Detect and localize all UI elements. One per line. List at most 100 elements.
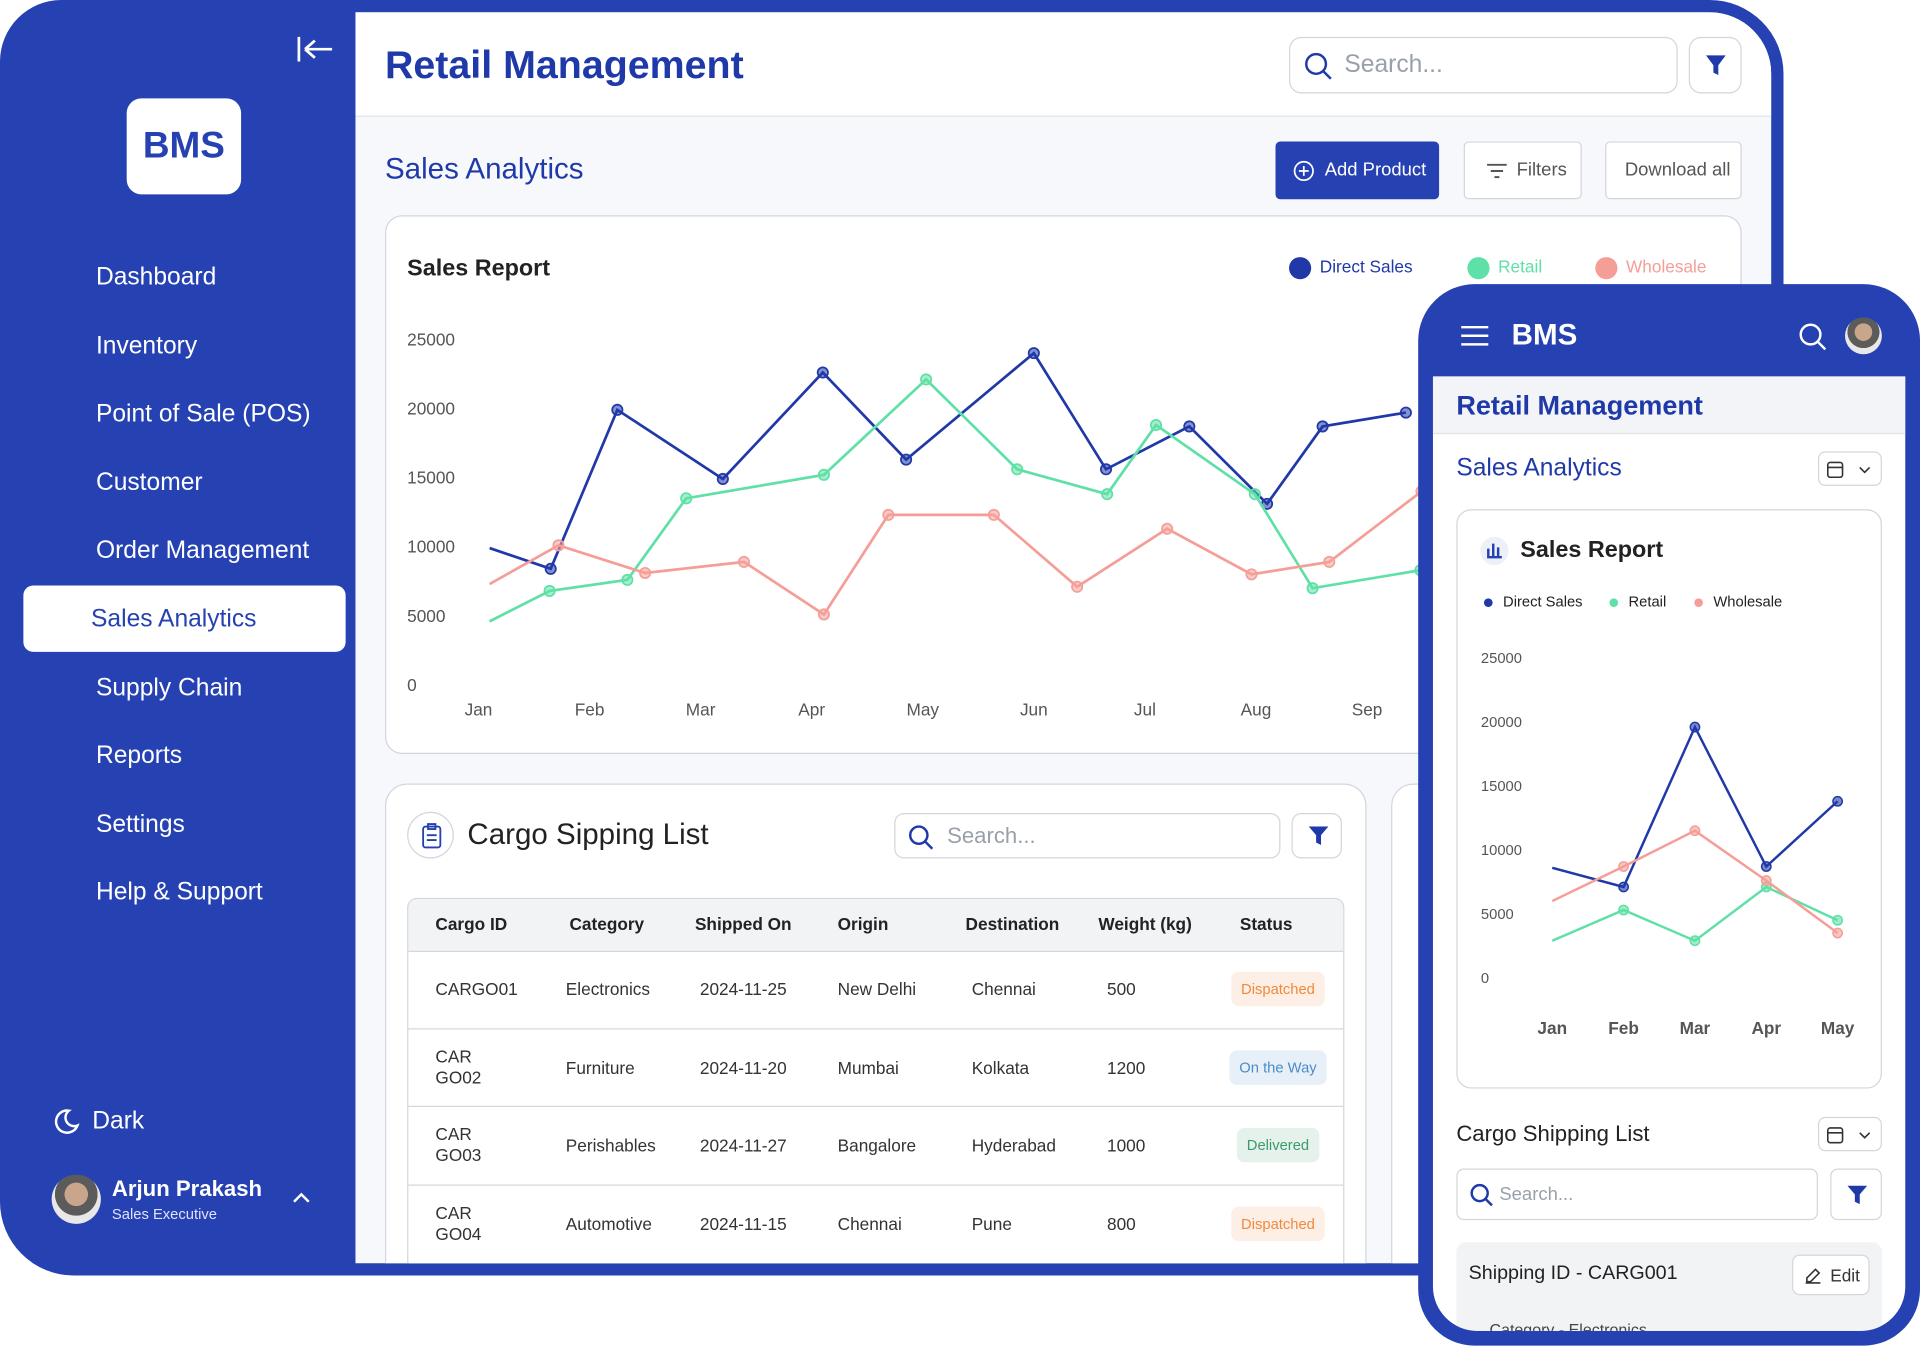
mobile-cargo-title: Cargo Shipping List	[1456, 1121, 1650, 1146]
plus-icon	[1293, 160, 1314, 182]
nav-item[interactable]: Sales Analytics	[91, 605, 257, 633]
button-label: Filters	[1516, 159, 1567, 181]
x-tick-label: Sep	[1352, 699, 1383, 719]
legend-label: Wholesale	[1713, 595, 1782, 611]
filters-button[interactable]: Filters	[1463, 141, 1582, 200]
data-point	[716, 472, 729, 485]
data-point	[1689, 721, 1701, 733]
table-cell: 1000	[1107, 1135, 1146, 1155]
cargo-filter[interactable]	[1291, 813, 1342, 859]
data-point	[1071, 580, 1084, 593]
column-header: Category	[569, 913, 645, 934]
y-tick-label: 0	[1481, 971, 1489, 987]
table-cell: Kolkata	[971, 1057, 1030, 1077]
series-line	[489, 377, 1421, 623]
phone-inner: Retail Management Sales Analytics Sales …	[1432, 376, 1906, 1331]
chart-icon	[1480, 536, 1509, 566]
date-dropdown[interactable]	[1817, 1116, 1882, 1152]
nav-item[interactable]: Reports	[95, 742, 183, 770]
nav-item[interactable]: Order Management	[95, 537, 310, 565]
legend-marker	[1289, 257, 1312, 280]
y-tick-label: 20000	[1481, 715, 1522, 731]
user-name: Arjun Prakash	[111, 1176, 263, 1202]
search-placeholder: Search...	[1344, 51, 1443, 79]
table-cell: Automotive	[565, 1213, 652, 1234]
funnel-icon	[1308, 826, 1329, 846]
funnel-icon	[1706, 55, 1726, 76]
clipboard-icon	[422, 823, 442, 849]
nav-item[interactable]: Settings	[95, 810, 185, 838]
mobile-filter[interactable]	[1830, 1168, 1882, 1221]
legend-marker	[1483, 598, 1493, 608]
search-icon[interactable]	[1798, 322, 1828, 352]
status-badge: On the Way	[1229, 1049, 1327, 1085]
row-divider	[408, 1105, 1344, 1107]
data-point	[544, 562, 557, 575]
date-dropdown[interactable]	[1817, 451, 1882, 486]
edit-button[interactable]: Edit	[1792, 1254, 1870, 1296]
cargo-search[interactable]: Search...	[894, 813, 1281, 859]
logo: BMS	[126, 98, 242, 195]
table-cell: Pune	[971, 1213, 1012, 1234]
legend-label: Direct Sales	[1320, 257, 1413, 277]
table-cell: 1200	[1107, 1057, 1146, 1077]
series-line	[488, 490, 1423, 617]
data-point	[543, 584, 556, 597]
edit-label: Edit	[1830, 1265, 1860, 1286]
x-tick-label: Aug	[1241, 699, 1272, 719]
table-cell: 800	[1107, 1213, 1136, 1234]
nav-item[interactable]: Point of Sale (POS)	[95, 400, 311, 428]
y-tick-label: 10000	[407, 537, 455, 557]
data-point	[1011, 463, 1024, 476]
column-header: Origin	[837, 913, 889, 934]
data-point	[1245, 568, 1258, 581]
chevron[interactable]	[292, 1191, 312, 1206]
page-title: Retail Management	[384, 42, 744, 87]
menu-icon[interactable]	[1460, 323, 1490, 348]
search-box[interactable]: Search...	[1289, 36, 1678, 94]
table-header	[408, 899, 1344, 953]
y-tick-label: 5000	[1481, 907, 1514, 923]
legend-label: Retail	[1498, 257, 1542, 277]
mobile-section: Sales Analytics	[1456, 454, 1622, 482]
table-cell: New Delhi	[837, 979, 917, 999]
table-cell: Perishables	[565, 1135, 656, 1155]
filter-button[interactable]	[1688, 36, 1742, 94]
data-point	[1306, 582, 1319, 595]
data-point	[1618, 861, 1630, 872]
nav-item[interactable]: Customer	[95, 468, 203, 497]
table-cell: 2024-11-27	[699, 1135, 787, 1155]
collapse-icon[interactable]	[295, 34, 334, 64]
chart-title: Sales Report	[407, 255, 551, 282]
data-point	[680, 492, 693, 505]
nav-active-bg	[23, 585, 346, 652]
avatar[interactable]	[51, 1174, 101, 1224]
moon-icon	[54, 1109, 80, 1134]
table-cell: Chennai	[971, 979, 1036, 999]
y-tick-label: 0	[407, 675, 417, 695]
theme-toggle[interactable]: Dark	[92, 1107, 145, 1135]
data-point	[1618, 881, 1630, 893]
table-cell: 2024-11-25	[699, 979, 787, 999]
nav-item[interactable]: Inventory	[95, 332, 198, 360]
button-label: Add Product	[1324, 159, 1427, 181]
mobile-title: Retail Management	[1456, 389, 1703, 421]
mobile-logo: BMS	[1511, 318, 1578, 352]
legend-label: Retail	[1629, 595, 1667, 611]
x-tick-label: Apr	[798, 699, 825, 719]
mobile-search[interactable]: Search...	[1456, 1168, 1818, 1221]
download-button[interactable]: Download all	[1605, 141, 1742, 200]
nav-item[interactable]: Supply Chain	[95, 674, 243, 702]
y-tick-label: 25000	[1481, 651, 1522, 667]
data-point	[920, 373, 933, 386]
x-tick-label: Jan	[1537, 1018, 1567, 1038]
nav-item[interactable]: Dashboard	[95, 263, 217, 291]
cargo-icon	[407, 811, 454, 859]
data-point	[1618, 904, 1630, 916]
y-tick-label: 10000	[1481, 843, 1522, 859]
table-cell: CARGO03	[435, 1124, 482, 1165]
mobile-avatar[interactable]	[1845, 317, 1882, 355]
add-product-button[interactable]: Add Product	[1275, 141, 1440, 200]
nav-item[interactable]: Help & Support	[95, 879, 263, 907]
